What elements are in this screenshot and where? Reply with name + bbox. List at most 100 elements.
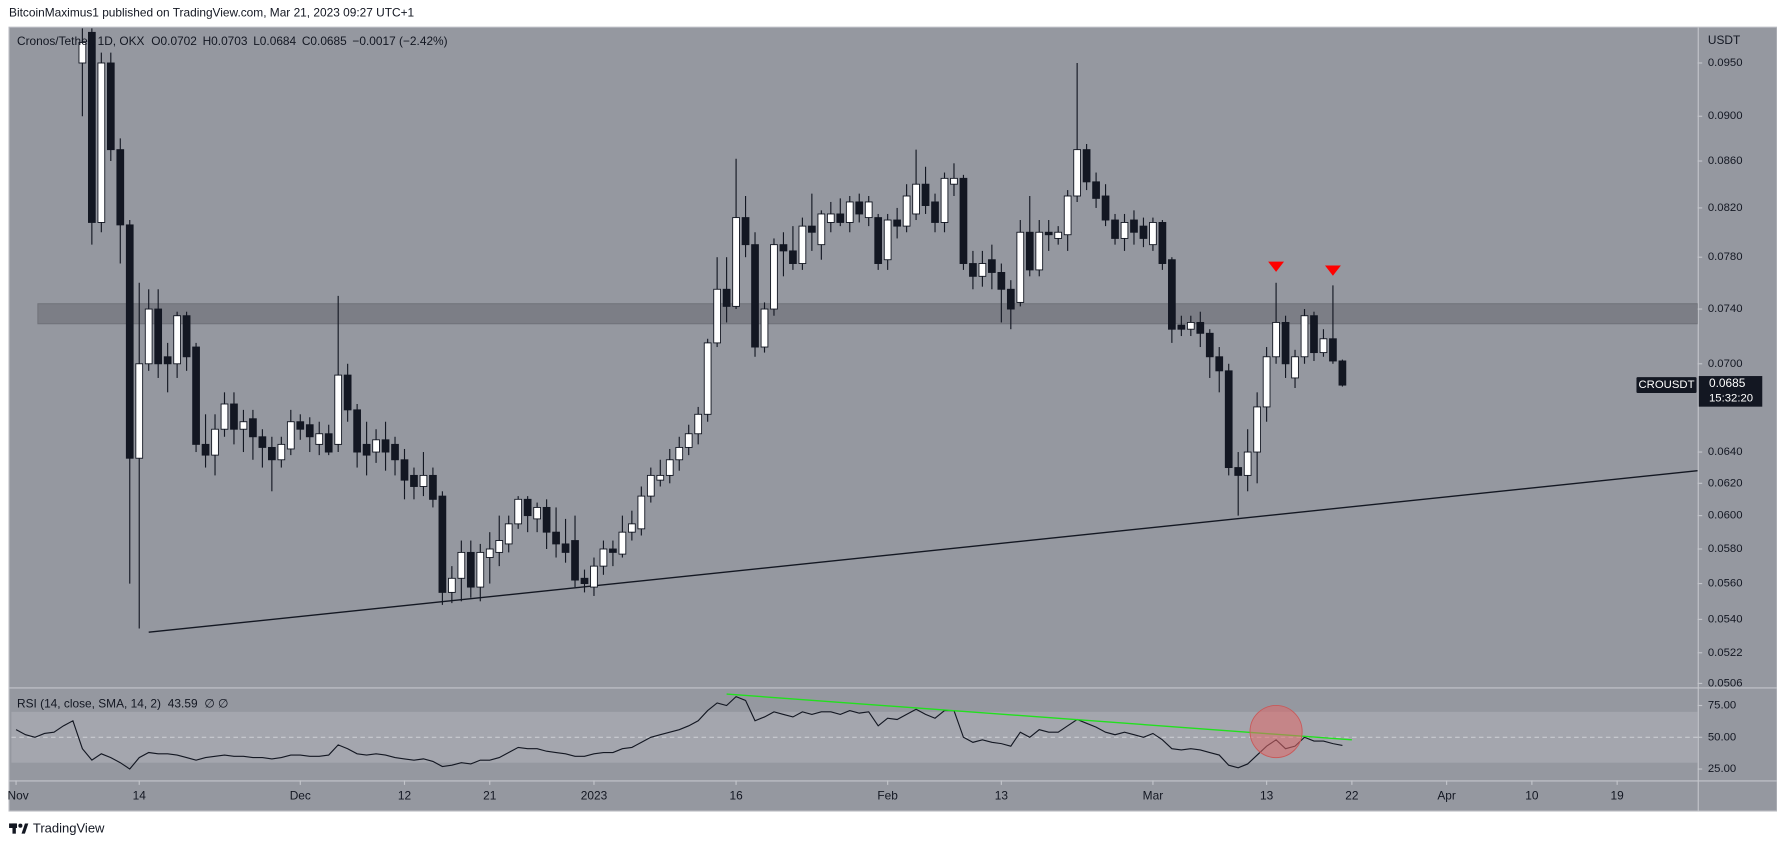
candle-body bbox=[1234, 467, 1243, 476]
ohlc-close: C0.0685 bbox=[302, 34, 347, 48]
candle-body bbox=[684, 433, 693, 448]
candle-body bbox=[448, 577, 456, 593]
candle-body bbox=[334, 374, 343, 445]
candle-body bbox=[808, 225, 816, 233]
candle-body bbox=[893, 219, 901, 227]
candle-body bbox=[703, 342, 712, 415]
symbol-title: Cronos/Tether, 1D, OKX bbox=[17, 34, 145, 48]
candle-body bbox=[277, 443, 286, 461]
price-pane bbox=[37, 28, 1698, 633]
candle-body bbox=[1092, 181, 1100, 199]
candle-body bbox=[230, 403, 238, 430]
price-tick-label: 0.0950 bbox=[1708, 57, 1743, 69]
rsi-extra: ∅ ∅ bbox=[204, 696, 228, 710]
candle-body bbox=[88, 31, 96, 223]
candle-body bbox=[874, 217, 883, 264]
footer-brand: TradingView bbox=[33, 821, 105, 836]
candle-body bbox=[1177, 324, 1186, 330]
tradingview-logo bbox=[9, 823, 29, 834]
candle-body bbox=[1319, 338, 1328, 354]
price-tick-label: 0.0540 bbox=[1708, 613, 1743, 625]
last-price-label: 0.0685 bbox=[1709, 376, 1746, 390]
candle-body bbox=[732, 217, 740, 307]
rsi-title: RSI (14, close, SMA, 14, 2) bbox=[17, 696, 161, 710]
x-tick-label: 13 bbox=[1260, 788, 1274, 802]
candle-body bbox=[514, 498, 523, 525]
candle-body bbox=[845, 201, 854, 223]
candle-body bbox=[978, 263, 987, 277]
candle-body bbox=[760, 308, 769, 348]
candle-body bbox=[78, 42, 87, 64]
candle-body bbox=[770, 244, 778, 310]
candle-body bbox=[97, 62, 106, 223]
price-tick-label: 0.0640 bbox=[1708, 446, 1743, 458]
rsi-tick-label: 25.00 bbox=[1708, 763, 1736, 775]
candle-body bbox=[1016, 231, 1025, 303]
price-tick-label: 0.0620 bbox=[1708, 477, 1743, 489]
last-price-badge bbox=[1698, 376, 1763, 407]
candle-body bbox=[144, 308, 153, 365]
candle-body bbox=[1073, 149, 1081, 197]
candle-body bbox=[1044, 231, 1053, 236]
ohlc-change: −0.0017 (−2.42%) bbox=[352, 34, 447, 48]
price-tick-label: 0.0820 bbox=[1708, 202, 1743, 214]
chart-background bbox=[8, 26, 1777, 812]
candle-body bbox=[476, 551, 485, 588]
candle-body bbox=[268, 446, 276, 461]
candle-body bbox=[950, 177, 958, 185]
candle-body bbox=[751, 244, 759, 348]
candle-body bbox=[192, 346, 200, 445]
price-legend: Cronos/Tether, 1D, OKX O0.0702 H0.0703 L0.0… bbox=[17, 34, 448, 48]
candle-body bbox=[656, 474, 665, 481]
candle-body bbox=[571, 540, 579, 581]
candle-body bbox=[1196, 321, 1205, 334]
candle-body bbox=[1025, 231, 1034, 271]
candle-body bbox=[855, 201, 864, 215]
candle-body bbox=[1253, 406, 1261, 453]
candle-body bbox=[931, 201, 939, 223]
candle-body bbox=[599, 548, 608, 567]
candle-body bbox=[1224, 370, 1233, 469]
x-tick-label: 19 bbox=[1611, 788, 1625, 802]
candle-body bbox=[590, 565, 598, 588]
candle-body bbox=[883, 219, 892, 261]
x-tick-label: Feb bbox=[877, 788, 898, 802]
candle-body bbox=[419, 474, 428, 487]
candle-body bbox=[400, 459, 409, 481]
x-tick-label: 14 bbox=[133, 788, 147, 802]
price-tick-label: 0.0580 bbox=[1708, 543, 1743, 555]
candle-body bbox=[997, 272, 1006, 290]
support-trendline bbox=[148, 470, 1698, 633]
candle-body bbox=[296, 421, 305, 430]
candle-body bbox=[921, 183, 930, 206]
candle-body bbox=[466, 551, 475, 588]
candle-body bbox=[1291, 356, 1299, 379]
published-line: BitcoinMaximus1 published on TradingView… bbox=[9, 6, 414, 20]
rsi-tick-label: 50.00 bbox=[1708, 731, 1736, 743]
x-tick-label: Nov bbox=[8, 788, 29, 802]
price-tick-label: 0.0600 bbox=[1708, 510, 1743, 522]
price-tick-label: 0.0506 bbox=[1708, 677, 1743, 689]
axes: 0.0950 0.0900 0.0860 0.0820 0.0780 0.0740 0.07… bbox=[8, 57, 1763, 802]
candle-body bbox=[542, 506, 551, 533]
candle-body bbox=[1006, 288, 1015, 310]
candle-body bbox=[646, 474, 655, 497]
x-tick-label: 22 bbox=[1345, 788, 1359, 802]
candle-body bbox=[1300, 315, 1309, 358]
candle-body bbox=[163, 356, 172, 365]
candle-body bbox=[864, 201, 873, 219]
candle-body bbox=[1130, 219, 1138, 233]
candle-body bbox=[836, 213, 845, 223]
candle-body bbox=[457, 551, 466, 579]
candle-body bbox=[116, 149, 125, 226]
candle-body bbox=[1082, 149, 1091, 183]
candle-body bbox=[343, 374, 352, 411]
candle-body bbox=[135, 363, 144, 459]
candle-body bbox=[173, 315, 181, 365]
x-tick-label: 2023 bbox=[581, 788, 608, 802]
rsi-legend: RSI (14, close, SMA, 14, 2) 43.59 ∅ ∅ bbox=[17, 696, 228, 710]
candle-body bbox=[675, 446, 684, 461]
candle-body bbox=[1111, 219, 1119, 239]
candle-body bbox=[154, 308, 163, 365]
